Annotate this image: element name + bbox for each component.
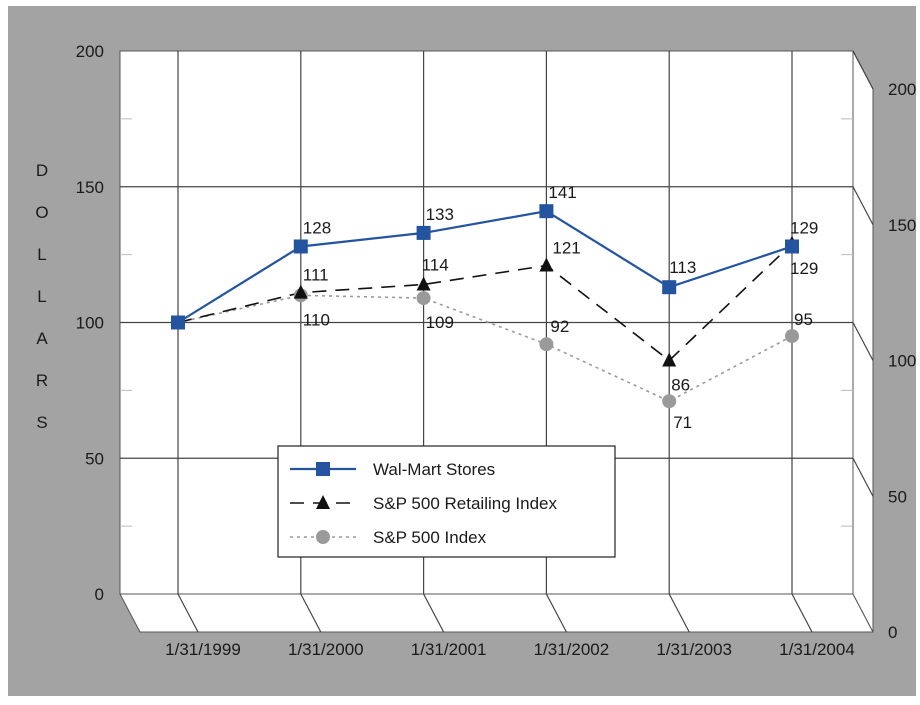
y-axis-label-letter: L bbox=[37, 287, 46, 306]
chart-frame: 0 0 50 50 100 100 150 150 200 200 1/31/1999 1/31/20… bbox=[8, 6, 916, 696]
data-label: 86 bbox=[671, 376, 690, 395]
y-axis-label-letter: D bbox=[36, 161, 48, 180]
data-label: 133 bbox=[426, 205, 454, 224]
x-tick-label: 1/31/2004 bbox=[779, 640, 855, 659]
y-tick-label-left: 150 bbox=[76, 178, 104, 197]
data-point-square bbox=[539, 204, 554, 219]
floor-gridline bbox=[791, 593, 813, 633]
data-point-circle bbox=[316, 530, 330, 544]
data-point-triangle bbox=[539, 257, 554, 272]
y-tick-label-right: 200 bbox=[888, 80, 916, 99]
data-label: 71 bbox=[673, 413, 692, 432]
x-tick-label: 1/31/2000 bbox=[288, 640, 364, 659]
data-label: 109 bbox=[426, 313, 454, 332]
plot-floor bbox=[119, 593, 874, 633]
data-point-square bbox=[662, 280, 677, 295]
data-label: 95 bbox=[794, 310, 813, 329]
x-tick-label: 1/31/1999 bbox=[165, 640, 241, 659]
y-tick-label-right: 50 bbox=[888, 487, 907, 506]
legend-label: S&P 500 Index bbox=[373, 528, 487, 547]
data-label: 128 bbox=[303, 218, 331, 237]
floor-gridline bbox=[668, 593, 690, 633]
data-point-circle bbox=[539, 337, 554, 352]
data-point-circle bbox=[785, 329, 799, 344]
x-tick-label: 1/31/2001 bbox=[411, 640, 487, 659]
data-point-triangle bbox=[416, 276, 431, 291]
y-axis-label-letter: L bbox=[37, 245, 46, 264]
y-axis-label-letter: A bbox=[36, 329, 48, 348]
data-point-triangle bbox=[293, 284, 308, 299]
data-label: 141 bbox=[548, 183, 576, 202]
floor-gridline bbox=[177, 593, 199, 633]
y-tick-label-left: 200 bbox=[76, 42, 104, 61]
gridline-side bbox=[852, 50, 874, 90]
data-label: 129 bbox=[790, 218, 818, 237]
data-label: 92 bbox=[550, 317, 569, 336]
series-line bbox=[177, 243, 793, 362]
data-label: 110 bbox=[303, 310, 330, 329]
y-tick-label-left: 100 bbox=[76, 314, 104, 333]
data-point-triangle bbox=[316, 495, 330, 509]
y-axis-label-letter: O bbox=[35, 203, 48, 222]
floor-gridline bbox=[423, 593, 445, 633]
data-point-square bbox=[171, 315, 185, 330]
x-tick-label: 1/31/2003 bbox=[656, 640, 732, 659]
data-label: 121 bbox=[552, 238, 580, 257]
data-point-square bbox=[316, 462, 330, 476]
y-tick-label-right: 150 bbox=[888, 216, 916, 235]
floor-gridline bbox=[300, 593, 322, 633]
floor-gridline bbox=[545, 593, 567, 633]
gridline-side bbox=[852, 457, 874, 497]
series-line bbox=[177, 210, 793, 324]
legend-label: Wal-Mart Stores bbox=[373, 460, 495, 479]
x-tick-label: 1/31/2002 bbox=[534, 640, 610, 659]
legend-label: S&P 500 Retailing Index bbox=[373, 494, 557, 513]
y-tick-label-left: 50 bbox=[85, 449, 104, 468]
data-label: 129 bbox=[790, 259, 818, 278]
data-point-square bbox=[416, 225, 431, 240]
data-point-triangle bbox=[662, 352, 677, 367]
data-label: 111 bbox=[303, 266, 329, 285]
line-chart: 0 0 50 50 100 100 150 150 200 200 1/31/1999 1/31/20… bbox=[35, 42, 916, 659]
data-point-square bbox=[785, 239, 799, 254]
data-point-square bbox=[293, 239, 308, 254]
y-tick-label-right: 0 bbox=[888, 623, 897, 642]
y-axis-label-letter: R bbox=[36, 371, 48, 390]
data-label: 114 bbox=[422, 255, 449, 274]
gridline-side bbox=[852, 186, 874, 226]
legend-box bbox=[277, 445, 616, 558]
y-axis-label-letter: S bbox=[36, 413, 47, 432]
data-label: 113 bbox=[669, 258, 696, 277]
gridline-side bbox=[852, 322, 874, 361]
y-tick-label-left: 0 bbox=[95, 585, 104, 604]
data-point-circle bbox=[416, 291, 431, 306]
y-tick-label-right: 100 bbox=[888, 352, 916, 371]
data-point-circle bbox=[662, 394, 677, 409]
